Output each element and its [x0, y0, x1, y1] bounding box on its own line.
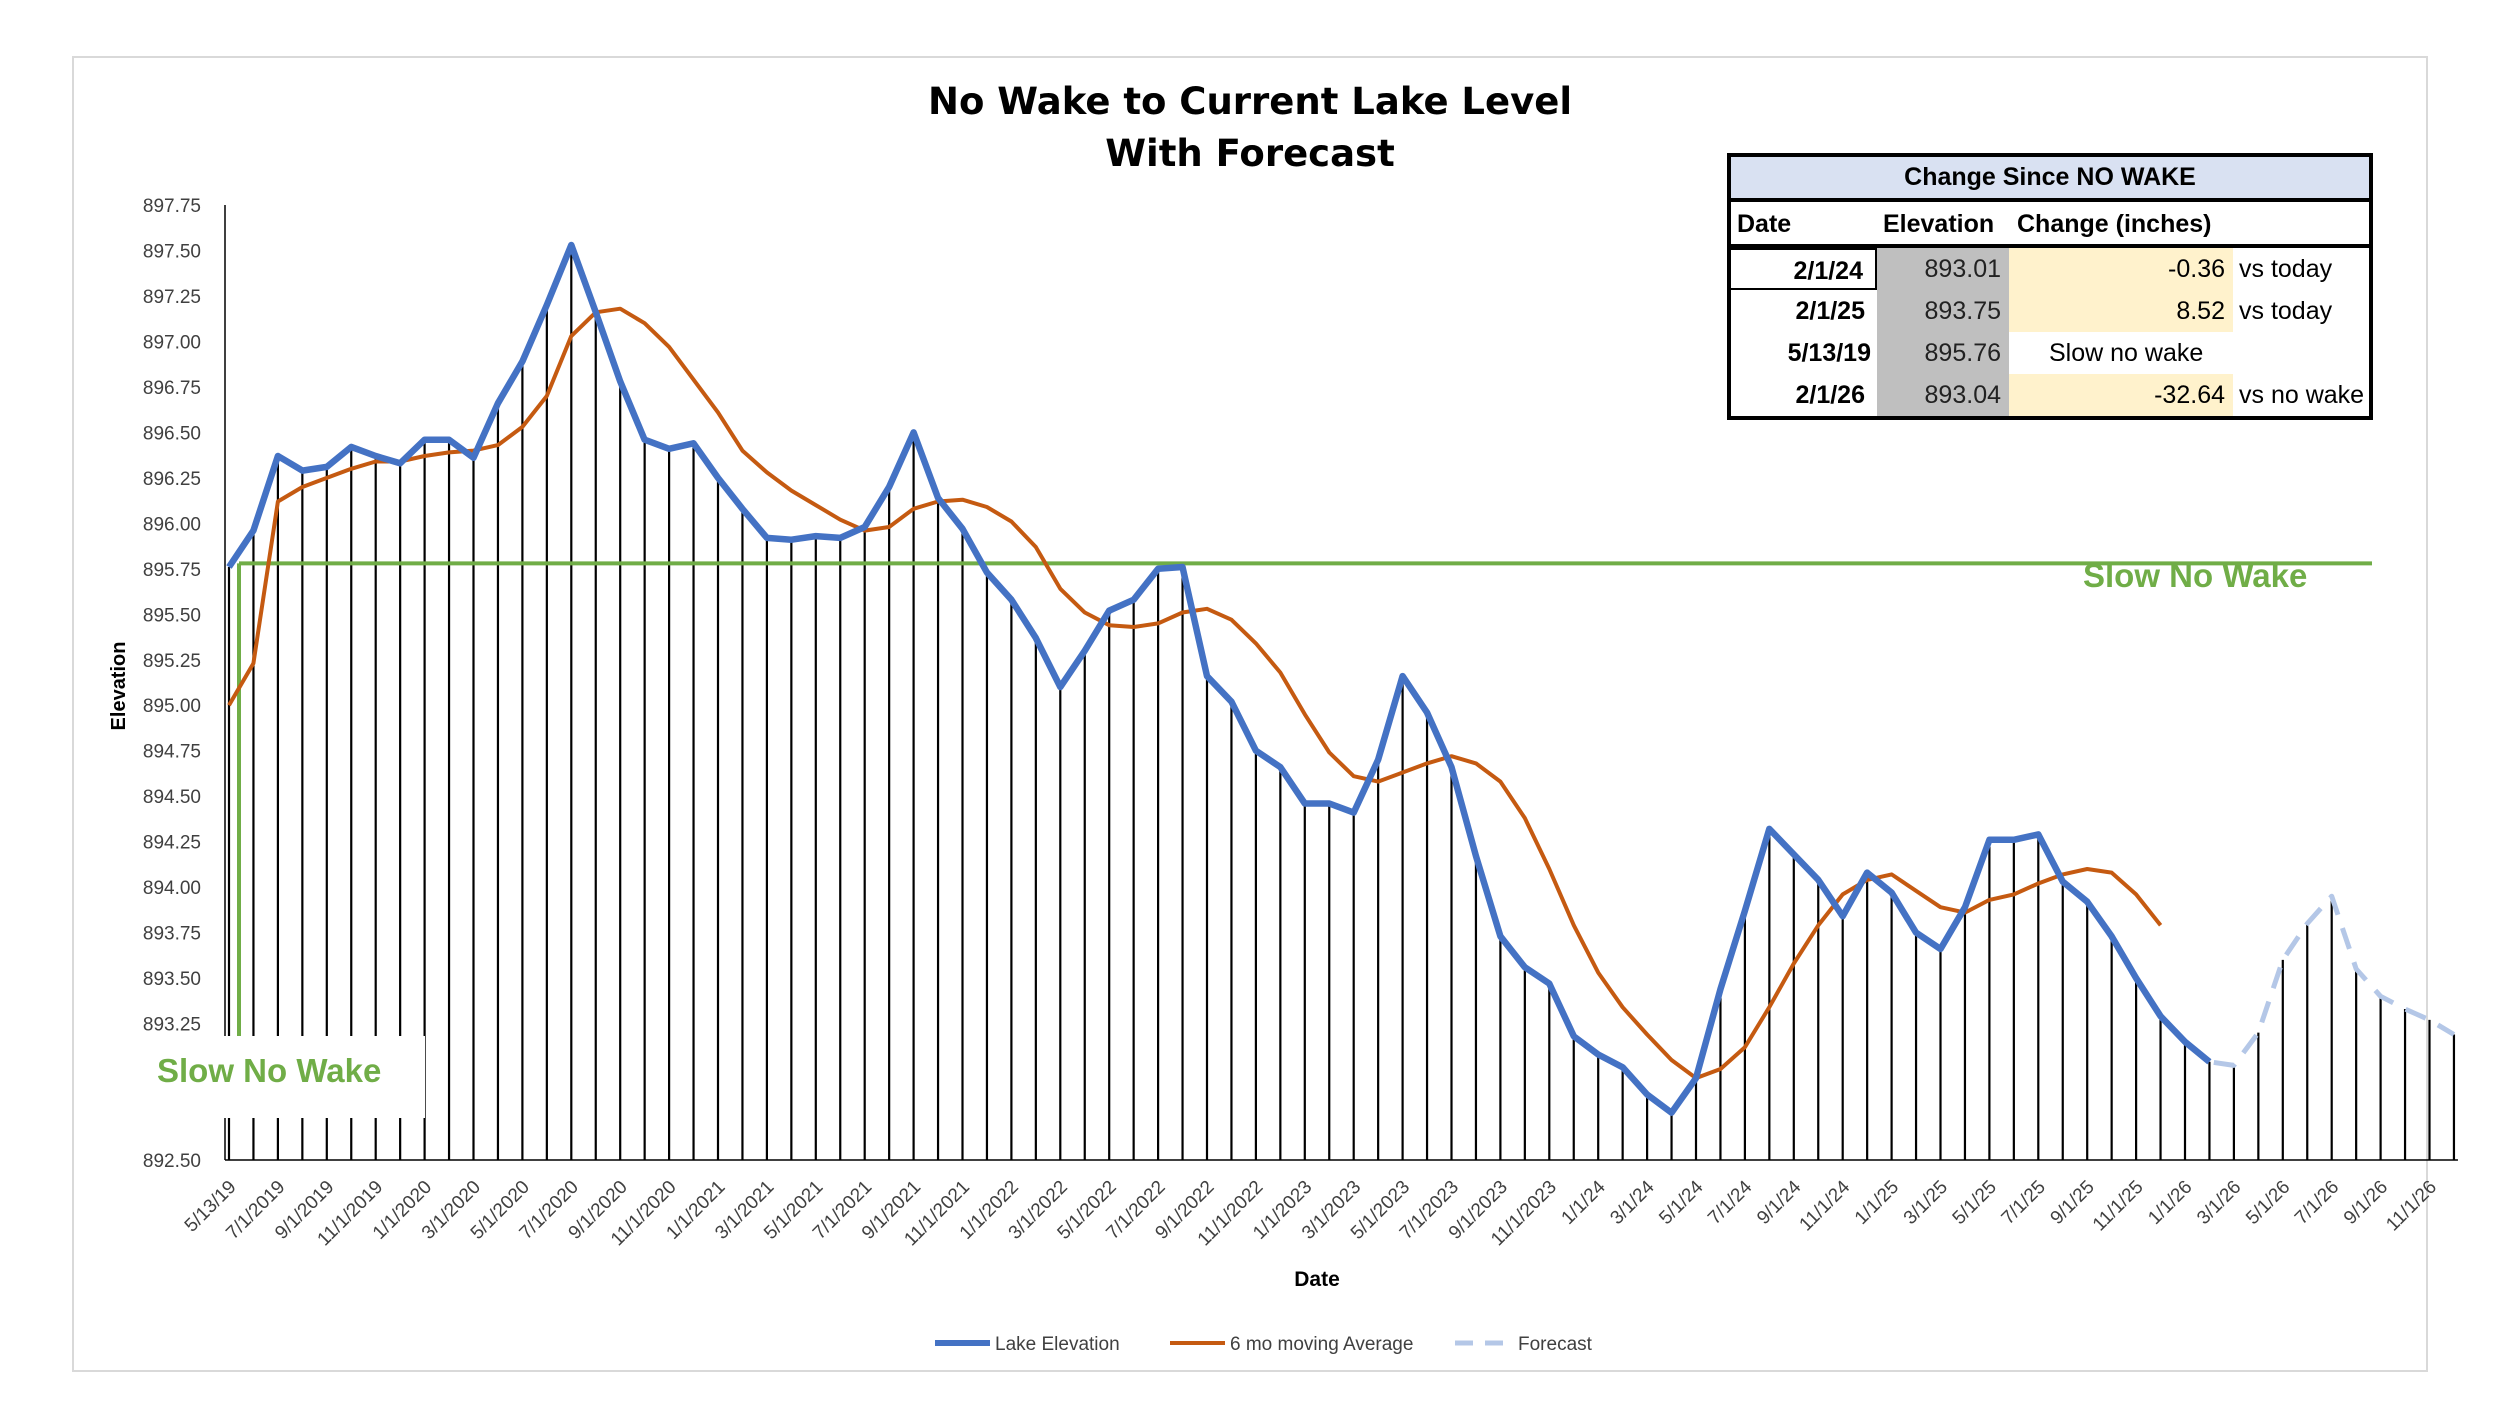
y-tick-label: 892.50 [143, 1151, 201, 1172]
series-line-forecast [2183, 893, 2456, 1068]
slow-no-wake-label-left: Slow No Wake [157, 1052, 381, 1089]
y-tick-label: 894.00 [143, 878, 201, 899]
x-tick-label: 3/1/24 [1606, 1176, 1659, 1229]
row-change: Slow no wake [2049, 339, 2204, 367]
row-date: 2/1/24 [1731, 248, 1877, 290]
x-tick-label: 1/1/24 [1558, 1176, 1611, 1229]
table-header-row: Date Elevation Change (inches) [1731, 202, 2369, 248]
row-date: 2/1/26 [1795, 381, 1865, 409]
y-tick-label: 894.25 [143, 833, 201, 854]
y-tick-label: 897.50 [143, 241, 201, 262]
y-tick-label: 897.25 [143, 287, 201, 308]
x-tick-label: 7/1/26 [2291, 1177, 2343, 1229]
header-date: Date [1737, 210, 1792, 238]
change-summary-table: Change Since NO WAKE Date Elevation Chan… [1727, 153, 2373, 420]
x-tick-label: 7/1/25 [1998, 1177, 2050, 1229]
x-tick-label: 5/1/24 [1655, 1176, 1708, 1229]
y-tick-label: 893.75 [143, 924, 201, 945]
row-note [2239, 332, 2373, 374]
y-tick-label: 897.75 [143, 196, 201, 217]
header-elevation: Elevation [1883, 210, 1995, 238]
table-row: 5/13/19 895.76 Slow no wake [1731, 332, 2369, 374]
no-wake-lines [237, 561, 2372, 1036]
slow-no-wake-left-label-bg [150, 1036, 425, 1118]
header-change: Change (inches) [2017, 210, 2212, 238]
y-tick-label: 895.00 [143, 696, 201, 717]
x-tick-label: 7/1/24 [1704, 1176, 1757, 1229]
x-tick-label: 11/1/24 [1796, 1176, 1855, 1235]
y-tick-label: 896.25 [143, 469, 201, 490]
chart-title-line1: No Wake to Current Lake Level [928, 80, 1572, 123]
y-tick-label: 896.75 [143, 378, 201, 399]
x-tick-label: 3/1/26 [2193, 1177, 2245, 1229]
table-title: Change Since NO WAKE [1731, 157, 2369, 202]
row-elevation: 893.04 [1877, 374, 2009, 416]
row-elevation: 893.75 [1877, 290, 2009, 332]
y-tick-label: 895.50 [143, 605, 201, 626]
y-axis-title: Elevation [108, 642, 130, 731]
row-note: vs no wake [2239, 381, 2365, 409]
chart-title-line2: With Forecast [1105, 132, 1395, 175]
legend: Lake Elevation 6 mo moving Average Forec… [935, 1334, 1593, 1355]
x-tick-label: 1/1/25 [1851, 1177, 1903, 1229]
legend-label-forecast: Forecast [1518, 1334, 1593, 1355]
series-line-average [227, 306, 2163, 1081]
series-layer [226, 241, 2456, 1116]
row-date: 5/13/19 [1787, 339, 1871, 367]
y-tick-label: 896.50 [143, 423, 201, 444]
table-row: 2/1/25 893.75 8.52 vs today [1731, 290, 2369, 332]
row-elevation: 895.76 [1877, 332, 2009, 374]
x-tick-label: 11/1/26 [2382, 1177, 2441, 1236]
y-tick-label: 896.00 [143, 514, 201, 535]
y-tick-label: 895.75 [143, 560, 201, 581]
x-tick-label: 3/1/25 [1900, 1177, 1952, 1229]
slow-no-wake-label-right: Slow No Wake [2083, 557, 2307, 594]
y-tick-label: 894.75 [143, 742, 201, 763]
y-tick-label: 895.25 [143, 651, 201, 672]
y-tick-label: 894.50 [143, 787, 201, 808]
row-change: -32.64 [2009, 374, 2233, 416]
legend-label-lake: Lake Elevation [995, 1334, 1120, 1355]
legend-label-average: 6 mo moving Average [1230, 1334, 1413, 1355]
y-tick-label: 893.25 [143, 1015, 201, 1036]
x-tick-label: 5/1/25 [1949, 1177, 2001, 1229]
row-change: -0.36 [2009, 248, 2233, 290]
table-row: 2/1/26 893.04 -32.64 vs no wake [1731, 374, 2369, 416]
table-row: 2/1/24 893.01 -0.36 vs today [1731, 248, 2369, 290]
x-tick-label: 11/1/25 [2089, 1177, 2148, 1236]
row-note: vs today [2239, 297, 2333, 325]
x-tick-label: 1/1/26 [2144, 1177, 2196, 1229]
x-tick-label: 5/1/26 [2242, 1177, 2294, 1229]
series-line-lake-elevation [226, 241, 2212, 1116]
x-axis: 5/13/197/1/20199/1/201911/1/20191/1/2020… [181, 1159, 2458, 1250]
x-axis-title: Date [1294, 1268, 1340, 1291]
y-axis: 897.75 897.50 897.25 897.00 896.75 896.50 896.… [143, 196, 226, 1172]
row-note: vs today [2239, 255, 2333, 283]
y-tick-label: 893.50 [143, 969, 201, 990]
row-date: 2/1/25 [1795, 297, 1865, 325]
row-elevation: 893.01 [1877, 248, 2009, 290]
y-tick-label: 897.00 [143, 332, 201, 353]
row-change: 8.52 [2009, 290, 2233, 332]
